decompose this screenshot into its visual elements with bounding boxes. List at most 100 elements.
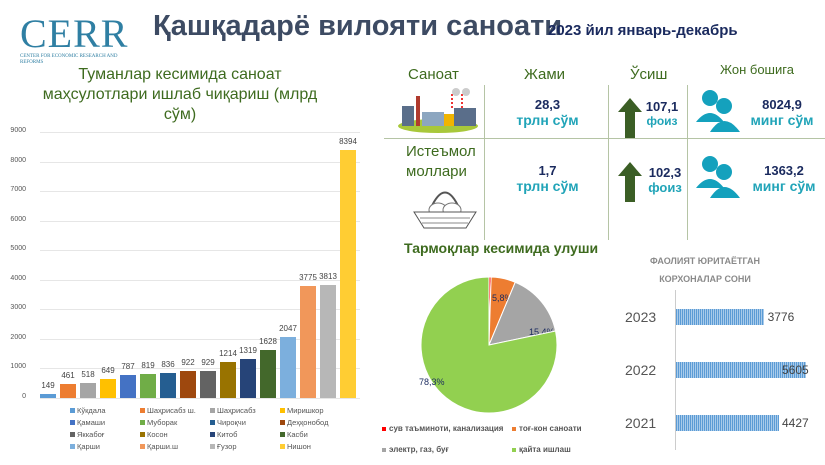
gridline <box>40 279 360 281</box>
legend-label: Шаҳрисабз <box>217 406 256 415</box>
legend-label: Ғузор <box>217 442 237 451</box>
arrow-up-icon <box>618 98 642 138</box>
legend-label: Китоб <box>217 430 238 439</box>
legend-swatch <box>280 444 285 449</box>
legend-item: Кўкдала <box>70 406 140 415</box>
legend-item: Косон <box>140 430 210 439</box>
legend-swatch <box>512 427 516 431</box>
legend-item: Муборак <box>140 418 210 427</box>
bar-value-label: 461 <box>61 371 75 381</box>
consumer-per-capita: 1363,2 минг сўм <box>752 163 816 194</box>
y-tick-label: 6000 <box>10 215 26 223</box>
people-icon <box>696 90 740 132</box>
pie-value-label: 78,3% <box>419 377 445 387</box>
header-growth: Ўсиш <box>630 66 668 83</box>
hbar-value-label: 5605 <box>782 363 809 377</box>
bar-value-label: 649 <box>101 365 115 375</box>
legend-label: Шаҳрисабз ш. <box>147 406 196 415</box>
gridline <box>40 398 360 399</box>
legend-label: Деҳқонобод <box>287 418 329 427</box>
legend-swatch <box>140 444 145 449</box>
header-sector: Саноат <box>408 66 459 83</box>
legend-swatch <box>140 408 145 413</box>
y-tick-label: 1000 <box>10 363 26 371</box>
hbar-value-label: 3776 <box>767 310 795 324</box>
bar-Деҳқонобод <box>180 370 196 398</box>
bar-value-label: 836 <box>161 360 175 370</box>
legend-swatch <box>70 444 75 449</box>
legend-item: Нишон <box>280 442 350 451</box>
hbar-category-label: 2022 <box>625 362 657 378</box>
consumer-growth: 102,3 фоиз <box>648 165 682 195</box>
bar-value-label: 149 <box>41 380 55 390</box>
bar-chart-title: Туманлар кесимида саноат маҳсулотлари иш… <box>42 66 318 123</box>
legend-label: Яккабоғ <box>77 430 105 439</box>
bar-value-label: 3775 <box>299 273 317 283</box>
legend-swatch <box>70 408 75 413</box>
legend-swatch <box>70 420 75 425</box>
bar-Кўкдала <box>40 393 56 398</box>
gridline <box>40 161 360 163</box>
divider <box>484 85 485 240</box>
gridline <box>40 191 360 193</box>
hbar-2023 <box>676 309 764 325</box>
pie-slice-3 <box>420 276 558 414</box>
legend-label: Нишон <box>287 442 311 451</box>
legend-swatch <box>382 448 386 452</box>
y-tick-label: 2000 <box>10 333 26 341</box>
bar-value-label: 2047 <box>279 324 297 334</box>
bar-chart-legend: Кўкдала Шаҳрисабз ш. Шаҳрисабз Миришкор Қама… <box>70 406 350 451</box>
legend-item: Қарши.ш <box>140 442 210 451</box>
hbar-2021 <box>676 415 779 431</box>
legend-item: Шаҳрисабз ш. <box>140 406 210 415</box>
bar-value-label: 1628 <box>259 336 277 346</box>
legend-swatch <box>210 420 215 425</box>
y-tick-label: 7000 <box>10 186 26 194</box>
legend-item: сув таъминоти, канализация <box>382 424 512 433</box>
cerr-logo: CERR CENTER FOR ECONOMIC RESEARCH AND RE… <box>20 11 129 66</box>
legend-label: электр, газ, буғ <box>389 445 449 454</box>
legend-item: Қамаши <box>70 418 140 427</box>
legend-label: Касби <box>287 430 308 439</box>
page-subtitle: 2023 йил январь-декабрь <box>548 22 738 39</box>
y-tick-label: 8000 <box>10 156 26 164</box>
bar-Чироқчи <box>160 373 176 398</box>
y-tick-label: 9000 <box>10 127 26 134</box>
hbar-category-label: 2021 <box>625 415 657 431</box>
bar-Шаҳрисабз ш. <box>60 384 76 398</box>
legend-swatch <box>512 448 516 452</box>
legend-swatch <box>210 432 215 437</box>
legend-label: Қарши <box>77 442 100 451</box>
bar-Нишон <box>340 149 356 398</box>
y-tick-label: 3000 <box>10 304 26 312</box>
pie-chart-legend: сув таъминоти, канализация тоғ-кон саноат… <box>382 424 632 454</box>
bar-value-label: 787 <box>121 361 135 371</box>
legend-swatch <box>382 427 386 431</box>
arrow-up-icon <box>618 162 642 202</box>
district-bar-chart: 0 1000 2000 3000 4000 5000 6000 7000 8000 9000 149… <box>0 0 370 465</box>
row-label-consumer-goods: Истеъмол моллари <box>406 143 476 180</box>
legend-label: Косон <box>147 430 168 439</box>
bar-Косон <box>220 362 236 398</box>
y-tick-label: 4000 <box>10 274 26 282</box>
legend-swatch <box>70 432 75 437</box>
legend-item: Яккабоғ <box>70 430 140 439</box>
divider <box>687 85 688 240</box>
gridline <box>40 250 360 252</box>
bar-Касби <box>260 349 276 398</box>
legend-item: Касби <box>280 430 350 439</box>
legend-label: Кўкдала <box>77 406 106 415</box>
legend-label: Миришкор <box>287 406 324 415</box>
bar-Қарши.ш <box>300 286 316 398</box>
bar-value-label: 922 <box>181 357 195 367</box>
legend-swatch <box>140 432 145 437</box>
legend-swatch <box>210 444 215 449</box>
industry-per-capita: 8024,9 минг сўм <box>750 97 814 128</box>
bar-value-label: 1214 <box>219 349 237 359</box>
legend-swatch <box>280 408 285 413</box>
pie-slice-2 <box>488 281 557 346</box>
bar-value-label: 819 <box>141 360 155 370</box>
legend-label: сув таъминоти, канализация <box>389 424 504 433</box>
pie-value-label: 15,4% <box>529 327 555 337</box>
legend-item: Шаҳрисабз <box>210 406 280 415</box>
